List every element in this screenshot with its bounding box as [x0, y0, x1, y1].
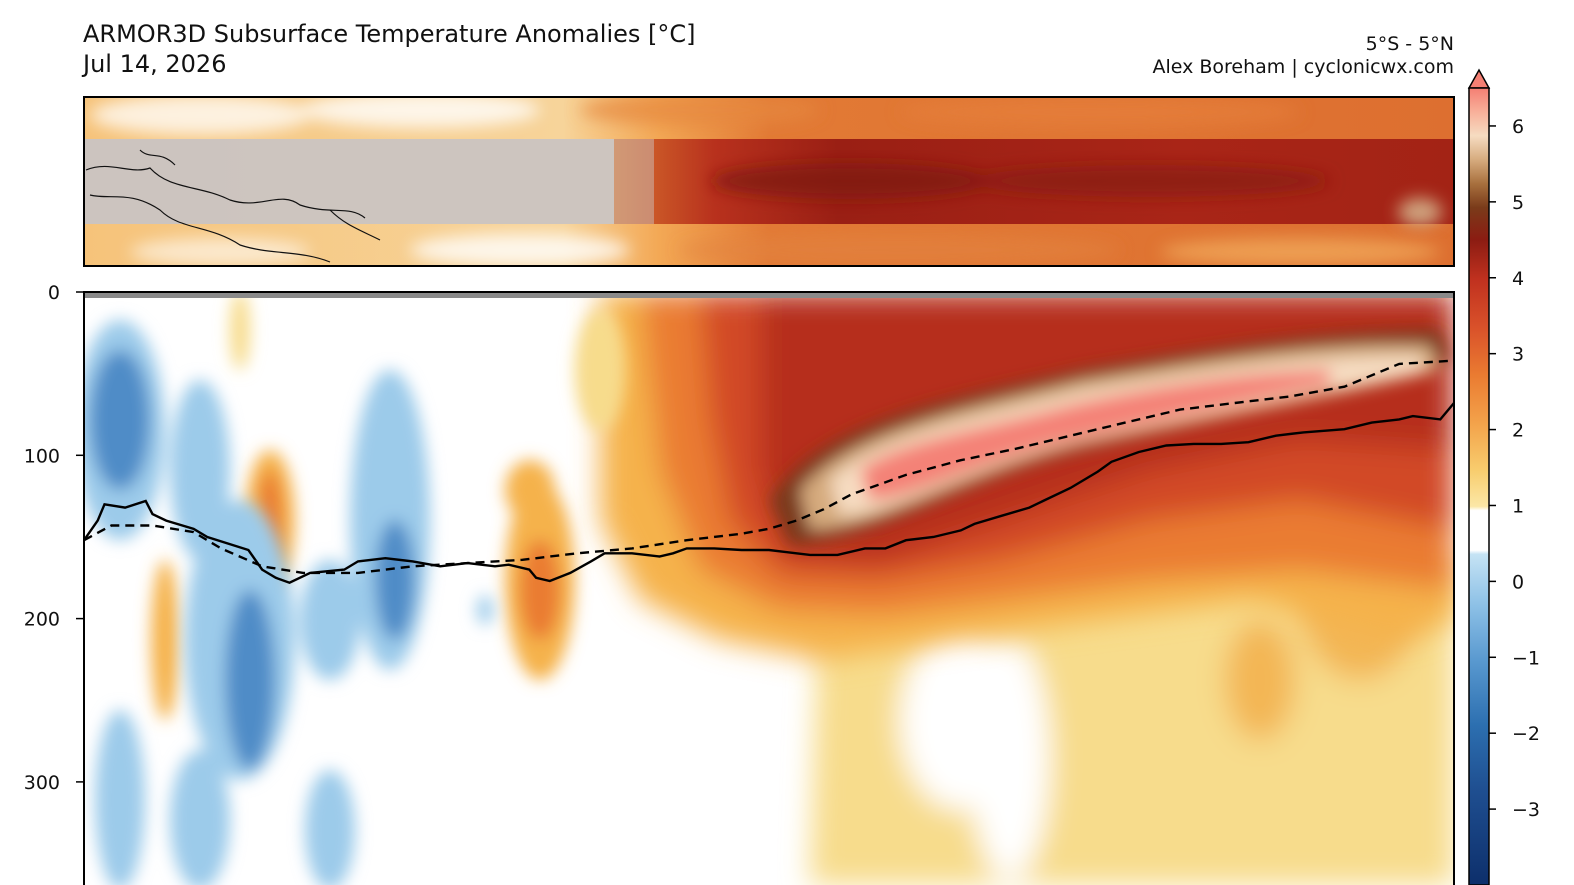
- isotherm-dashed-line: [84, 359, 1454, 575]
- colorbar-tick-label: 5: [1512, 192, 1524, 214]
- colorbar-tick-label: −2: [1512, 723, 1540, 745]
- colorbar-tick-label: 2: [1512, 420, 1524, 442]
- cool-anomalies: [84, 320, 493, 885]
- section-frame: [83, 291, 1455, 885]
- isotherm-lines: [84, 359, 1454, 584]
- y-tick-label: 200: [24, 609, 60, 631]
- colorbar-ticks: 6 5 4 3 2 1 0 −1 −2 −3: [1489, 116, 1540, 821]
- colorbar-tick-label: 6: [1512, 116, 1524, 138]
- map-texture: [90, 97, 1440, 266]
- colorbar: 6 5 4 3 2 1 0 −1 −2 −3: [1467, 68, 1540, 885]
- land-mask: [84, 139, 614, 224]
- colorbar-tick-label: −1: [1512, 647, 1540, 669]
- colorbar-bar: [1468, 87, 1490, 885]
- colorbar-tick-label: 3: [1512, 344, 1524, 366]
- y-tick-label: 100: [24, 445, 60, 467]
- coastlines: [85, 149, 381, 263]
- depth-axis: 0 100 200 300: [24, 282, 84, 794]
- map-frame: [83, 96, 1455, 267]
- colorbar-tick-label: 0: [1512, 571, 1524, 593]
- chart-title: ARMOR3D Subsurface Temperature Anomalies…: [83, 20, 696, 48]
- region-label: 5°S - 5°N: [1365, 33, 1454, 55]
- colorbar-extend-top: [1467, 68, 1491, 89]
- isotherm-solid-line: [84, 402, 1454, 584]
- colorbar-tick-label: 1: [1512, 495, 1524, 517]
- credit-label: Alex Boreham | cyclonicwx.com: [1152, 56, 1454, 78]
- chart-date: Jul 14, 2026: [83, 50, 227, 78]
- warm-deep-field: [810, 520, 1454, 885]
- y-tick-label: 0: [48, 282, 60, 304]
- anomaly-core: [770, 330, 1450, 545]
- colorbar-tick-label: −3: [1512, 799, 1540, 821]
- map-panel: [84, 97, 1454, 266]
- surface-bar: [84, 292, 1454, 298]
- colorbar-tick-label: 4: [1512, 268, 1524, 290]
- y-tick-label: 300: [24, 772, 60, 794]
- depth-section-panel: [84, 292, 1454, 885]
- band-core: [710, 163, 1442, 226]
